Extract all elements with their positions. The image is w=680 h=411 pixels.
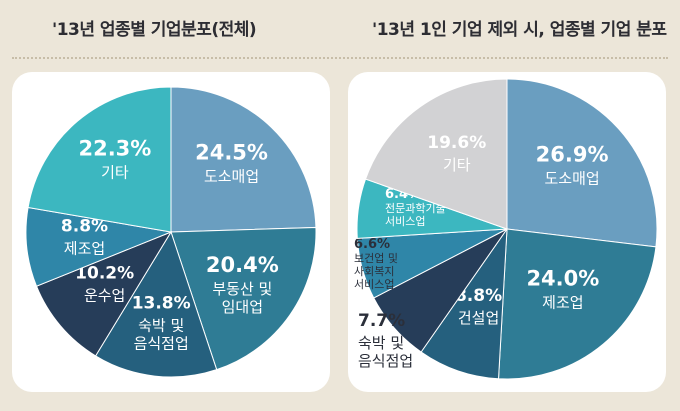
slice-category-label: 보건업 및 사회복지 서비스업 bbox=[354, 252, 398, 291]
slice-category-label: 전문과학기술 서비스업 bbox=[385, 202, 446, 228]
slice-category-label: 도소매업 bbox=[204, 168, 259, 186]
slice-category-label: 제조업 bbox=[64, 239, 105, 257]
pie-slice bbox=[364, 78, 508, 230]
slice-category-label: 도소매업 bbox=[544, 169, 599, 187]
slice-value-label: 22.3% bbox=[78, 136, 151, 160]
pie-chart-excl-single: 26.9% 도소매업 24.0% 제조업 8.8% 건설업 7.7% 숙박 및 음식점업 6.6%… bbox=[354, 78, 658, 380]
pie-slice bbox=[170, 86, 317, 233]
slice-category-label: 숙박 및 음식점업 bbox=[358, 334, 413, 370]
pie-slice bbox=[94, 230, 218, 378]
slice-category-label: 건설업 bbox=[458, 309, 499, 327]
slice-category-label: 운수업 bbox=[84, 286, 125, 304]
slice-value-label: 8.8% bbox=[455, 286, 502, 306]
slice-category-label: 기타 bbox=[101, 163, 129, 181]
slice-value-label: 20.4% bbox=[206, 253, 279, 277]
chart-title-right: '13년 1인 기업 제외 시, 업종별 기업 분포 bbox=[372, 20, 667, 40]
chart-title-left: '13년 업종별 기업분포(전체) bbox=[52, 20, 257, 40]
slice-value-label: 24.5% bbox=[195, 141, 268, 165]
slice-value-label: 6.6% bbox=[354, 237, 390, 252]
dotted-divider bbox=[12, 57, 668, 59]
pie-slice bbox=[506, 78, 658, 248]
pie-slice bbox=[27, 86, 172, 233]
pie-slice bbox=[170, 226, 317, 371]
slice-value-label: 8.8% bbox=[61, 216, 108, 236]
pie-slice bbox=[497, 228, 657, 380]
pie-slice bbox=[35, 230, 173, 357]
pie-panel-excl-single: 26.9% 도소매업 24.0% 제조업 8.8% 건설업 7.7% 숙박 및 음식점업 6.6%… bbox=[348, 72, 666, 392]
slice-value-label: 10.2% bbox=[75, 263, 134, 283]
slice-value-label: 19.6% bbox=[427, 133, 486, 153]
slice-value-label: 26.9% bbox=[536, 142, 609, 166]
slice-value-label: 7.7% bbox=[358, 311, 405, 331]
pie-slice bbox=[420, 227, 508, 380]
pie-chart-all: 24.5% 도소매업 20.4% 부동산 및 임대업 13.8% 숙박 및 음식점업 10.2%… bbox=[25, 86, 317, 378]
slice-category-label: 제조업 bbox=[542, 294, 583, 312]
slice-value-label: 13.8% bbox=[132, 293, 191, 313]
slice-category-label: 기타 bbox=[443, 156, 471, 174]
slice-category-label: 부동산 및 임대업 bbox=[212, 280, 272, 316]
pie-panel-all: 24.5% 도소매업 20.4% 부동산 및 임대업 13.8% 숙박 및 음식점업 10.2%… bbox=[12, 72, 330, 392]
slice-category-label: 숙박 및 음식점업 bbox=[134, 316, 189, 352]
slice-value-label: 24.0% bbox=[526, 267, 599, 291]
